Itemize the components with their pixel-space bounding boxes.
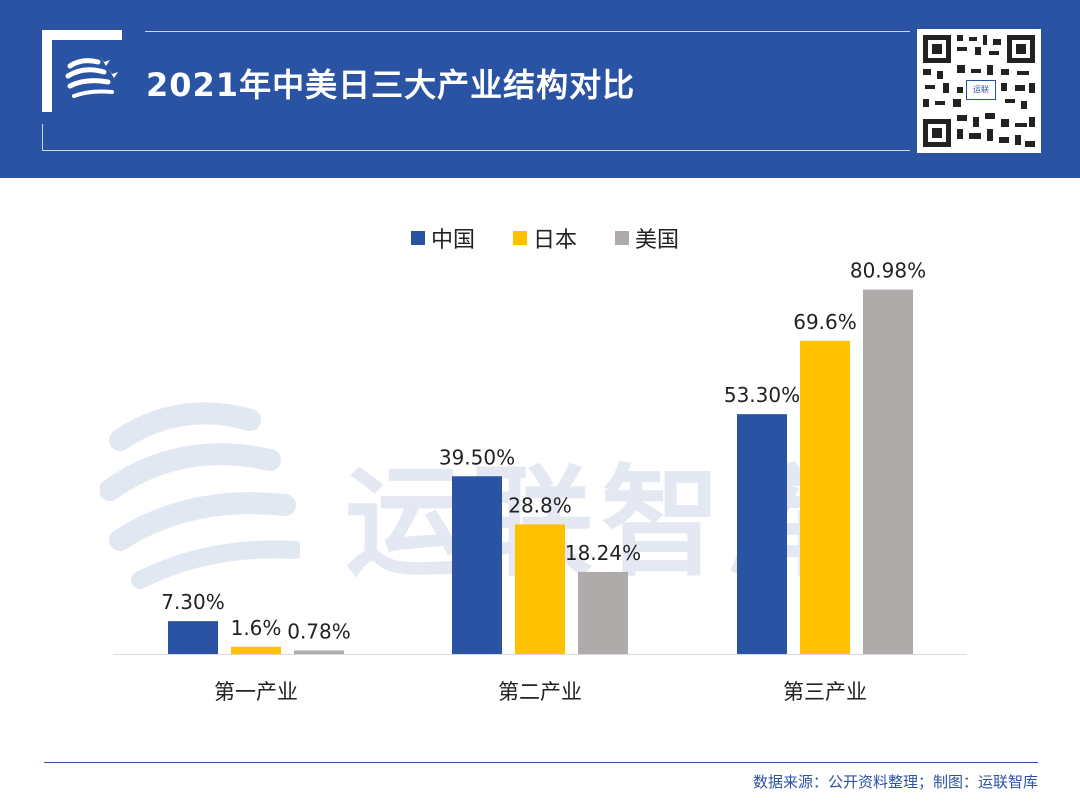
data-label-1-0: 39.50% [439,445,515,469]
qr-badge-label: 运联 [966,80,996,100]
qr-code-icon [923,35,1035,147]
data-label-0-0: 7.30% [161,590,225,614]
category-label-2: 第三产业 [783,680,867,704]
bar-1-2 [578,571,628,654]
data-label-0-1: 1.6% [231,616,282,640]
legend-label-china: 中国 [431,228,476,253]
legend-swatch-usa [615,231,630,245]
legend-item-usa: 美国 [615,222,679,254]
bar-0-1 [231,646,281,654]
header-banner: 2021年中美日三大产业结构对比 运联 [0,0,1080,178]
bar-2-2 [863,289,913,654]
bar-0-0 [168,621,218,654]
data-label-0-2: 0.78% [287,619,351,643]
legend-swatch-japan [513,231,528,245]
frame-line-top [145,31,910,32]
data-label-1-1: 28.8% [508,493,572,517]
brand-logo-icon [65,56,118,98]
bar-2-0 [737,414,787,654]
category-label-1: 第二产业 [498,680,582,704]
frame-corner-top [42,30,122,40]
legend-item-china: 中国 [411,222,475,254]
data-label-1-2: 18.24% [565,541,641,565]
legend-label-usa: 美国 [635,228,680,253]
qr-code[interactable]: 运联 [917,29,1041,153]
frame-line-bottom [42,150,910,151]
data-label-2-1: 69.6% [793,310,857,334]
bar-1-1 [515,524,565,654]
frame-corner-left [42,30,52,112]
legend-label-japan: 日本 [533,228,578,253]
legend-item-japan: 日本 [513,222,577,254]
data-label-2-0: 53.30% [724,383,800,407]
bar-0-2 [294,650,344,654]
data-label-2-2: 80.98% [850,259,926,283]
category-label-0: 第一产业 [214,680,298,704]
bar-1-0 [452,476,502,654]
bar-2-1 [800,340,850,654]
page-title: 2021年中美日三大产业结构对比 [146,66,636,104]
watermark-logo-icon [100,402,300,589]
frame-line-left [42,124,43,151]
footer-divider [44,762,1038,763]
legend-swatch-china [411,231,425,245]
source-note: 数据来源：公开资料整理；制图：运联智库 [752,773,1038,791]
chart-legend: 中国 日本 美国 [411,222,679,254]
